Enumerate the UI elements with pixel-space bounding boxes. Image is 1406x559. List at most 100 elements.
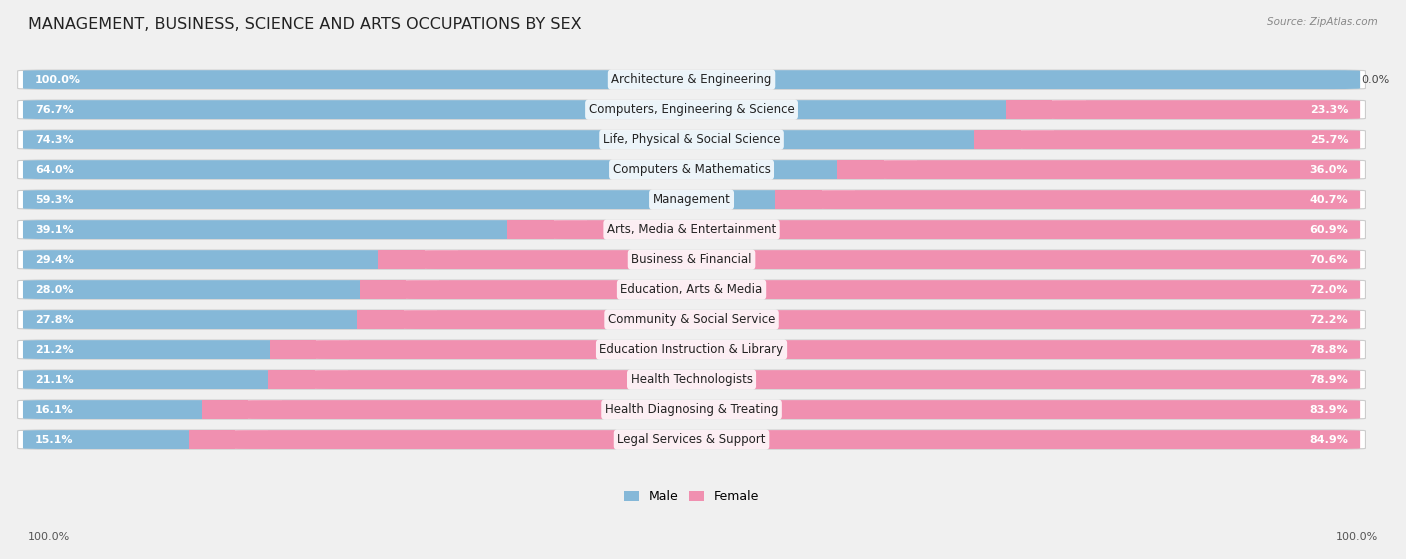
Text: 29.4%: 29.4% (35, 254, 73, 264)
FancyBboxPatch shape (18, 400, 1365, 419)
FancyBboxPatch shape (236, 400, 1360, 419)
Text: 36.0%: 36.0% (1310, 164, 1348, 174)
FancyBboxPatch shape (541, 220, 1360, 239)
FancyBboxPatch shape (302, 370, 1360, 389)
FancyBboxPatch shape (22, 220, 553, 239)
Text: 83.9%: 83.9% (1309, 405, 1348, 415)
Bar (188, 430, 235, 449)
Text: 16.1%: 16.1% (35, 405, 73, 415)
Bar (378, 250, 425, 269)
FancyBboxPatch shape (22, 130, 1019, 149)
Bar (270, 340, 316, 359)
Text: 0.0%: 0.0% (1361, 74, 1389, 84)
Text: Community & Social Service: Community & Social Service (607, 313, 775, 326)
Text: 84.9%: 84.9% (1309, 434, 1348, 444)
Bar (838, 160, 884, 179)
Text: 27.8%: 27.8% (35, 315, 73, 325)
Text: 76.7%: 76.7% (35, 105, 73, 115)
Bar (399, 280, 440, 299)
FancyBboxPatch shape (22, 160, 883, 179)
Bar (775, 190, 821, 209)
Text: 100.0%: 100.0% (28, 532, 70, 542)
FancyBboxPatch shape (18, 430, 1365, 449)
FancyBboxPatch shape (18, 190, 1365, 209)
Text: Life, Physical & Social Science: Life, Physical & Social Science (603, 133, 780, 146)
FancyBboxPatch shape (22, 70, 1360, 89)
Bar (269, 370, 315, 389)
Text: 100.0%: 100.0% (35, 74, 82, 84)
Text: Computers & Mathematics: Computers & Mathematics (613, 163, 770, 176)
Bar (418, 250, 458, 269)
Bar (1046, 100, 1085, 119)
Text: Arts, Media & Entertainment: Arts, Media & Entertainment (607, 223, 776, 236)
FancyBboxPatch shape (1040, 100, 1360, 119)
Bar (308, 370, 347, 389)
FancyBboxPatch shape (18, 370, 1365, 389)
Text: MANAGEMENT, BUSINESS, SCIENCE AND ARTS OCCUPATIONS BY SEX: MANAGEMENT, BUSINESS, SCIENCE AND ARTS O… (28, 17, 582, 32)
FancyBboxPatch shape (392, 310, 1360, 329)
Text: Education, Arts & Media: Education, Arts & Media (620, 283, 762, 296)
Text: 100.0%: 100.0% (1336, 532, 1378, 542)
Bar (815, 190, 855, 209)
FancyBboxPatch shape (18, 250, 1365, 269)
FancyBboxPatch shape (22, 250, 423, 269)
Bar (229, 430, 269, 449)
Text: 15.1%: 15.1% (35, 434, 73, 444)
Text: Business & Financial: Business & Financial (631, 253, 752, 266)
Text: Architecture & Engineering: Architecture & Engineering (612, 73, 772, 86)
FancyBboxPatch shape (1008, 130, 1360, 149)
Text: Computers, Engineering & Science: Computers, Engineering & Science (589, 103, 794, 116)
FancyBboxPatch shape (872, 160, 1360, 179)
Legend: Male, Female: Male, Female (619, 485, 763, 508)
Text: 21.1%: 21.1% (35, 375, 73, 385)
FancyBboxPatch shape (22, 190, 820, 209)
FancyBboxPatch shape (413, 250, 1360, 269)
Text: 70.6%: 70.6% (1309, 254, 1348, 264)
FancyBboxPatch shape (22, 280, 405, 299)
Text: 74.3%: 74.3% (35, 135, 73, 145)
FancyBboxPatch shape (22, 310, 402, 329)
Text: 21.2%: 21.2% (35, 344, 73, 354)
FancyBboxPatch shape (18, 280, 1365, 299)
Bar (877, 160, 917, 179)
Text: 72.0%: 72.0% (1310, 285, 1348, 295)
Bar (360, 280, 406, 299)
Text: 25.7%: 25.7% (1310, 135, 1348, 145)
FancyBboxPatch shape (395, 280, 1360, 299)
FancyBboxPatch shape (22, 400, 247, 419)
Text: 23.3%: 23.3% (1310, 105, 1348, 115)
Bar (547, 220, 586, 239)
Bar (508, 220, 554, 239)
FancyBboxPatch shape (18, 70, 1365, 89)
Bar (396, 310, 437, 329)
FancyBboxPatch shape (18, 220, 1365, 239)
Text: 78.8%: 78.8% (1309, 344, 1348, 354)
FancyBboxPatch shape (22, 430, 233, 449)
Text: Health Diagnosing & Treating: Health Diagnosing & Treating (605, 403, 779, 416)
Text: Source: ZipAtlas.com: Source: ZipAtlas.com (1267, 17, 1378, 27)
FancyBboxPatch shape (22, 100, 1052, 119)
Text: Education Instruction & Library: Education Instruction & Library (599, 343, 783, 356)
Bar (357, 310, 404, 329)
Text: Management: Management (652, 193, 731, 206)
Text: 78.9%: 78.9% (1309, 375, 1348, 385)
FancyBboxPatch shape (18, 340, 1365, 359)
FancyBboxPatch shape (22, 370, 314, 389)
FancyBboxPatch shape (18, 130, 1365, 149)
Text: 59.3%: 59.3% (35, 195, 73, 205)
FancyBboxPatch shape (18, 310, 1365, 329)
Bar (1005, 100, 1052, 119)
Bar (242, 400, 281, 419)
Text: Health Technologists: Health Technologists (630, 373, 752, 386)
FancyBboxPatch shape (18, 100, 1365, 119)
FancyBboxPatch shape (224, 430, 1360, 449)
FancyBboxPatch shape (810, 190, 1360, 209)
FancyBboxPatch shape (22, 340, 315, 359)
Text: 64.0%: 64.0% (35, 164, 73, 174)
Text: 39.1%: 39.1% (35, 225, 73, 235)
Text: 40.7%: 40.7% (1309, 195, 1348, 205)
Bar (974, 130, 1021, 149)
FancyBboxPatch shape (304, 340, 1360, 359)
Text: 28.0%: 28.0% (35, 285, 73, 295)
Text: 60.9%: 60.9% (1309, 225, 1348, 235)
